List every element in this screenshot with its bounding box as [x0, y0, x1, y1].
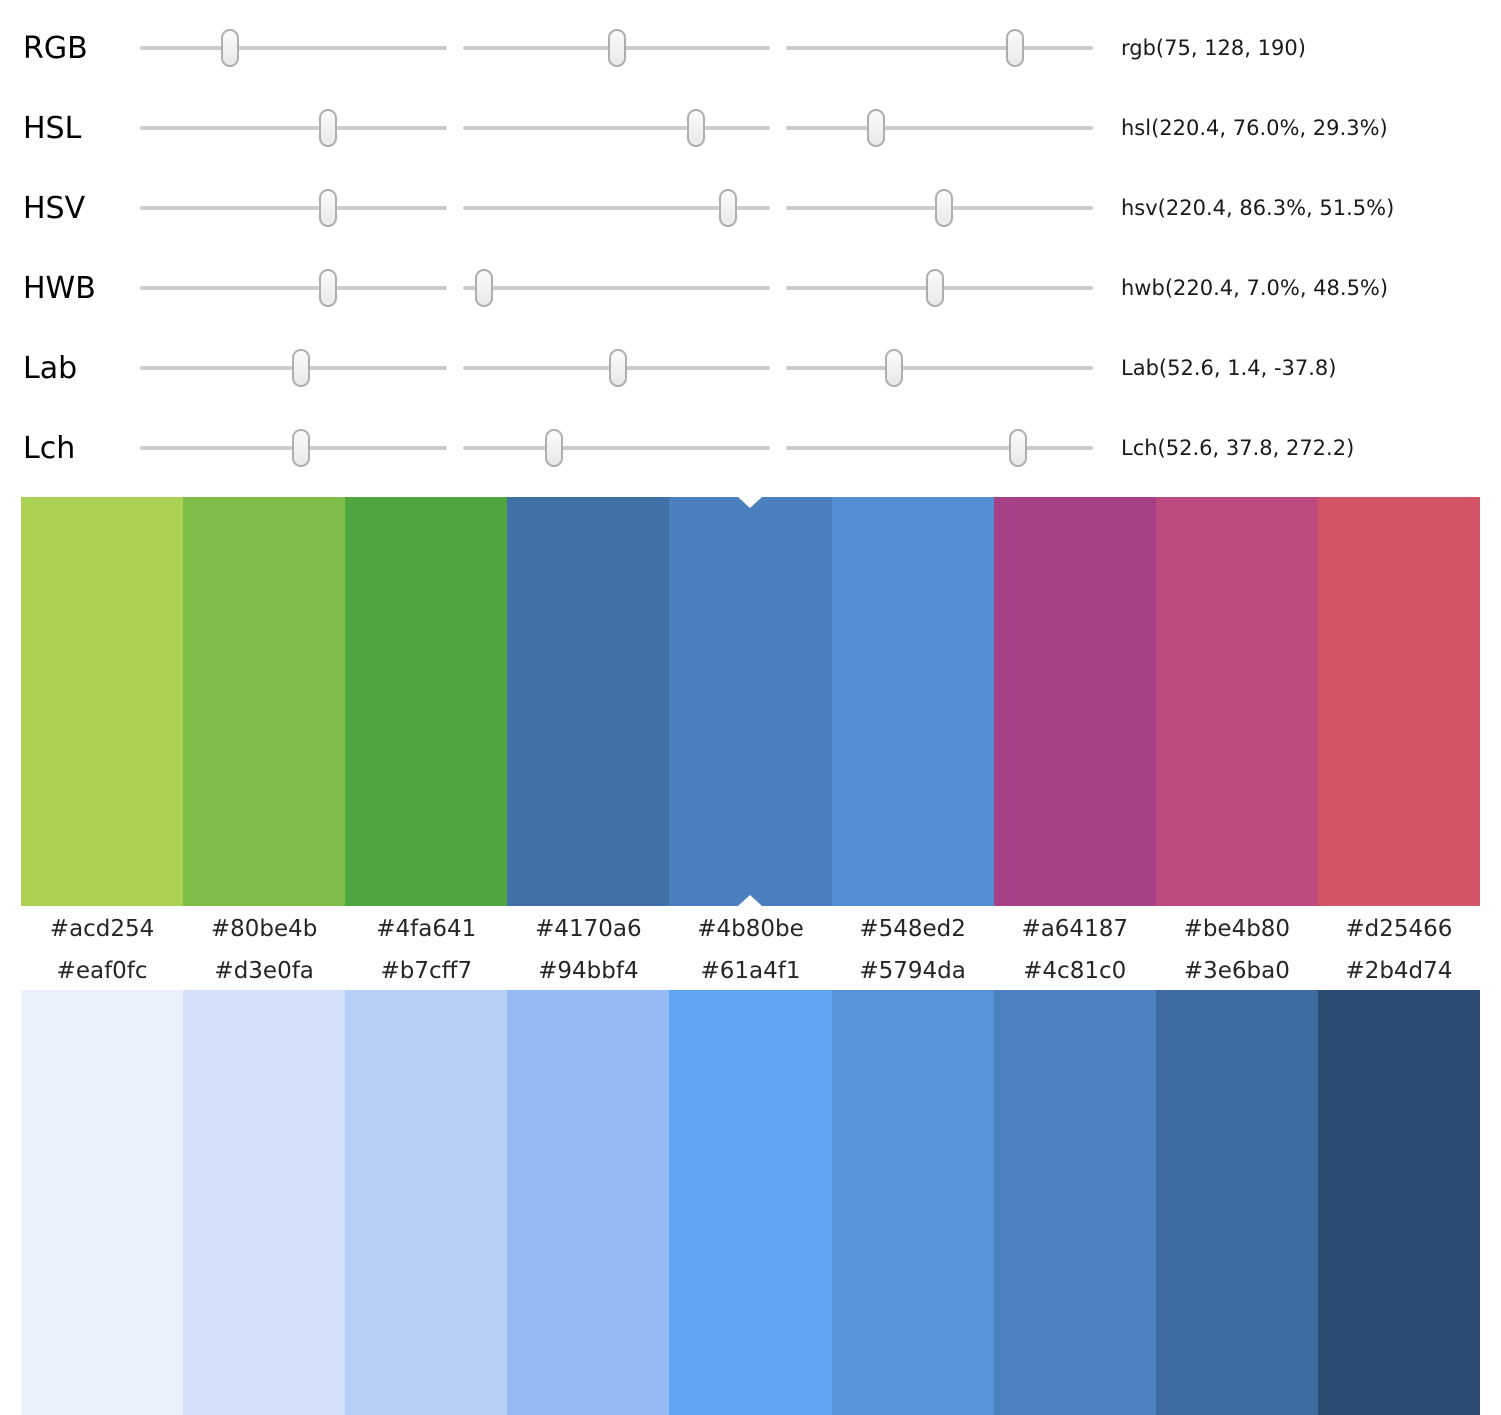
slider-thumb[interactable] [925, 269, 944, 307]
slider-thumb[interactable] [318, 109, 337, 147]
color-swatch[interactable] [507, 497, 670, 906]
slider-thumb[interactable] [318, 269, 337, 307]
hex-label: #eaf0fc [56, 958, 148, 984]
hex-label: #5794da [859, 958, 966, 984]
slider-thumb[interactable] [718, 189, 737, 227]
slider-row-hsv: HSV hsv(220.4, 86.3%, 51.5%) [0, 168, 1501, 248]
slider-thumb[interactable] [318, 189, 337, 227]
hwb-whiteness-slider[interactable] [463, 269, 770, 307]
lch-value-text: Lch(52.6, 37.8, 272.2) [1121, 436, 1355, 460]
hex-label: #548ed2 [859, 916, 966, 942]
hsv-value-text: hsv(220.4, 86.3%, 51.5%) [1121, 196, 1395, 220]
slider-row-rgb: RGB rgb(75, 128, 190) [0, 8, 1501, 88]
color-swatch[interactable] [183, 497, 346, 906]
scheme-palette [21, 497, 1480, 906]
lab-l-slider[interactable] [140, 349, 447, 387]
hex-label: #a64187 [1021, 916, 1128, 942]
hex-label: #80be4b [210, 916, 318, 942]
hex-label: #be4b80 [1183, 916, 1291, 942]
slider-thumb[interactable] [1005, 29, 1024, 67]
hsl-hue-slider[interactable] [140, 109, 447, 147]
slider-row-hwb: HWB hwb(220.4, 7.0%, 48.5%) [0, 248, 1501, 328]
slider-thumb[interactable] [475, 269, 494, 307]
slider-panel: RGB rgb(75, 128, 190) HSL hsl(220.4, 76.… [0, 0, 1501, 488]
hsv-value-slider[interactable] [786, 189, 1093, 227]
colorspace-label-hsl: HSL [23, 110, 82, 146]
hex-label: #d25466 [1345, 916, 1453, 942]
lch-l-slider[interactable] [140, 429, 447, 467]
color-swatch[interactable] [669, 990, 832, 1415]
lch-h-slider[interactable] [786, 429, 1093, 467]
color-swatch[interactable] [183, 990, 346, 1415]
slider-thumb[interactable] [292, 349, 311, 387]
rgb-red-slider[interactable] [140, 29, 447, 67]
scale-hex-labels: #eaf0fc #d3e0fa #b7cff7 #94bbf4 #61a4f1 #5794… [21, 952, 1480, 990]
slider-row-hsl: HSL hsl(220.4, 76.0%, 29.3%) [0, 88, 1501, 168]
rgb-green-slider[interactable] [463, 29, 770, 67]
color-swatch[interactable] [831, 497, 994, 906]
colorspace-label-lch: Lch [23, 430, 76, 466]
hex-label: #61a4f1 [700, 958, 801, 984]
hex-label: #94bbf4 [538, 958, 639, 984]
slider-thumb[interactable] [609, 349, 628, 387]
color-swatch[interactable] [21, 497, 184, 906]
color-swatch[interactable] [993, 990, 1156, 1415]
hex-label: #d3e0fa [214, 958, 314, 984]
scale-palette [21, 990, 1480, 1415]
color-swatch[interactable] [345, 497, 508, 906]
colorspace-label-hsv: HSV [23, 190, 86, 226]
color-swatch[interactable] [831, 990, 994, 1415]
hex-label: #b7cff7 [380, 958, 473, 984]
hwb-hue-slider[interactable] [140, 269, 447, 307]
color-swatch[interactable] [507, 990, 670, 1415]
color-swatch[interactable] [1317, 990, 1480, 1415]
colorspace-label-rgb: RGB [23, 30, 88, 66]
hwb-value-text: hwb(220.4, 7.0%, 48.5%) [1121, 276, 1389, 300]
hex-label: #4c81c0 [1023, 958, 1127, 984]
hsl-value-text: hsl(220.4, 76.0%, 29.3%) [1121, 116, 1388, 140]
slider-thumb[interactable] [292, 429, 311, 467]
scheme-hex-labels: #acd254 #80be4b #4fa641 #4170a6 #4b80be #548e… [21, 906, 1480, 952]
color-swatch[interactable] [1317, 497, 1480, 906]
hsl-lightness-slider[interactable] [786, 109, 1093, 147]
hex-label: #4b80be [697, 916, 804, 942]
slider-thumb[interactable] [221, 29, 240, 67]
color-swatch[interactable] [21, 990, 184, 1415]
color-swatch[interactable] [345, 990, 508, 1415]
hex-label: #4fa641 [376, 916, 477, 942]
slider-thumb[interactable] [687, 109, 706, 147]
color-swatch[interactable] [993, 497, 1156, 906]
hex-label: #acd254 [49, 916, 155, 942]
slider-thumb[interactable] [1009, 429, 1028, 467]
hsl-saturation-slider[interactable] [463, 109, 770, 147]
slider-row-lch: Lch Lch(52.6, 37.8, 272.2) [0, 408, 1501, 488]
lch-c-slider[interactable] [463, 429, 770, 467]
color-swatch-selected[interactable] [669, 497, 832, 906]
rgb-value-text: rgb(75, 128, 190) [1121, 36, 1306, 60]
hsv-saturation-slider[interactable] [463, 189, 770, 227]
colorspace-label-hwb: HWB [23, 270, 96, 306]
hex-label: #3e6ba0 [1183, 958, 1290, 984]
slider-thumb[interactable] [866, 109, 885, 147]
lab-b-slider[interactable] [786, 349, 1093, 387]
rgb-blue-slider[interactable] [786, 29, 1093, 67]
slider-thumb[interactable] [935, 189, 954, 227]
color-swatch[interactable] [1155, 497, 1318, 906]
slider-thumb[interactable] [608, 29, 627, 67]
slider-thumb[interactable] [545, 429, 564, 467]
color-swatch[interactable] [1155, 990, 1318, 1415]
hex-label: #2b4d74 [1345, 958, 1453, 984]
hex-label: #4170a6 [535, 916, 642, 942]
lab-a-slider[interactable] [463, 349, 770, 387]
hsv-hue-slider[interactable] [140, 189, 447, 227]
hwb-blackness-slider[interactable] [786, 269, 1093, 307]
slider-thumb[interactable] [885, 349, 904, 387]
colorspace-label-lab: Lab [23, 350, 78, 386]
slider-row-lab: Lab Lab(52.6, 1.4, -37.8) [0, 328, 1501, 408]
lab-value-text: Lab(52.6, 1.4, -37.8) [1121, 356, 1337, 380]
